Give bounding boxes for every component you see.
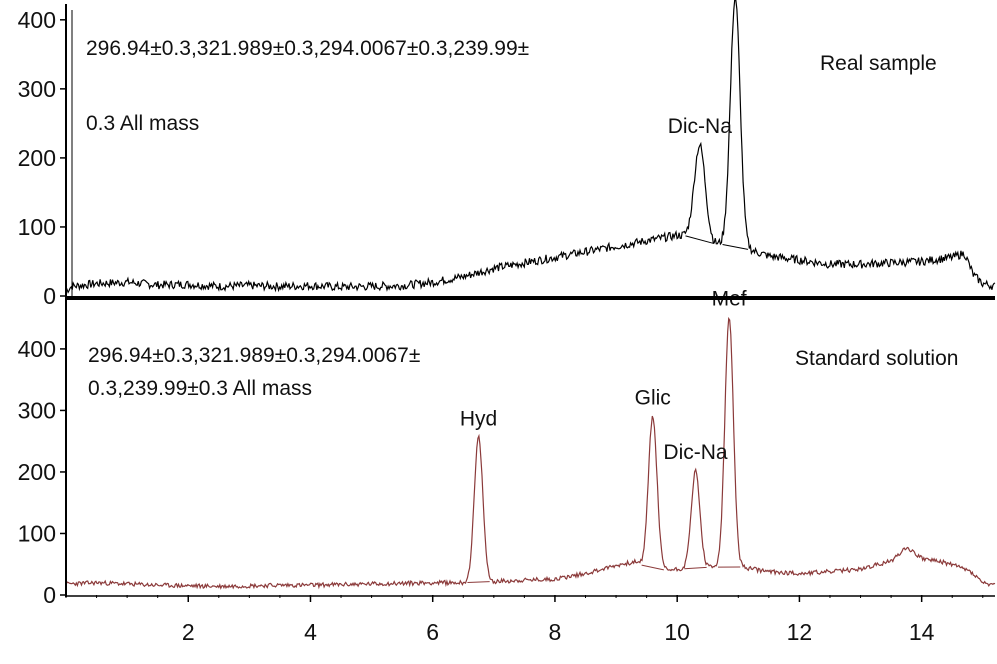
y-tick-label: 300 <box>18 76 56 102</box>
x-tick-label: 2 <box>182 619 195 645</box>
axes-layer: 0 100 200 300 400 0 100 200 300 400 2 4 6 8 10 12 14 <box>18 4 995 645</box>
panel-title: Standard solution <box>795 347 958 370</box>
y-tick-label: 100 <box>18 214 56 240</box>
y-tick-label: 200 <box>18 459 56 485</box>
peak-label-glic: Glic <box>635 387 671 410</box>
y-tick-label: 0 <box>43 582 56 608</box>
panel-title: Real sample <box>820 52 937 75</box>
peak-baseline-dic-na <box>684 567 706 568</box>
peak-baseline-hyd <box>467 582 489 583</box>
description-line: 0.3,239.99±0.3 All mass <box>88 377 312 400</box>
y-tick-label: 100 <box>18 520 56 546</box>
peak-label-dic-na: Dic-Na <box>668 115 732 138</box>
peak-label-hyd: Hyd <box>460 408 497 431</box>
y-tick-label: 400 <box>18 336 56 362</box>
peak-baseline-mef <box>723 245 748 250</box>
x-tick-label: 14 <box>909 619 935 645</box>
y-tick-label: 200 <box>18 145 56 171</box>
peak-baseline-glic <box>642 565 664 570</box>
x-tick-label: 6 <box>426 619 439 645</box>
description-line: 296.94±0.3,321.989±0.3,294.0067±0.3,239.… <box>86 37 529 60</box>
x-tick-label: 8 <box>549 619 562 645</box>
bottom-panel: HydGlicDic-NaMef296.94±0.3,321.989±0.3,2… <box>66 288 995 588</box>
peak-label-dic-na: Dic-Na <box>663 441 727 464</box>
x-tick-label: 12 <box>787 619 813 645</box>
y-tick-label: 400 <box>18 7 56 33</box>
top-panel: Dic-NaMef296.94±0.3,321.989±0.3,294.0067… <box>66 0 995 292</box>
peak-baseline-dic-na <box>685 236 714 244</box>
x-tick-label: 4 <box>304 619 317 645</box>
x-tick-label: 10 <box>664 619 690 645</box>
description-line: 296.94±0.3,321.989±0.3,294.0067± <box>88 344 420 367</box>
y-tick-label: 300 <box>18 397 56 423</box>
description-line: 0.3 All mass <box>86 112 199 135</box>
y-tick-label: 0 <box>43 283 56 309</box>
